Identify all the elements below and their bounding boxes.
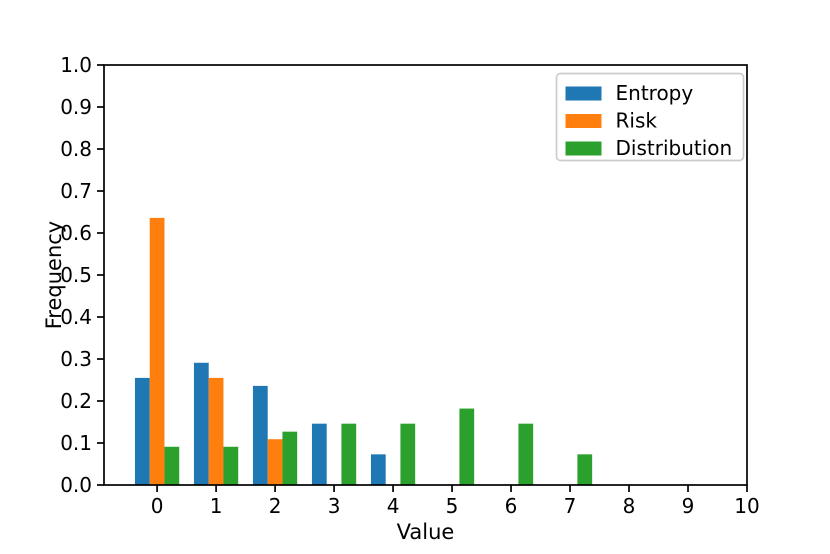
y-tick-label: 0.1 bbox=[60, 431, 92, 455]
y-axis-label: Frequency bbox=[42, 221, 66, 330]
legend-label-entropy: Entropy bbox=[616, 81, 694, 105]
bar-distribution-x1 bbox=[223, 446, 239, 485]
legend-swatch-distribution bbox=[565, 141, 602, 156]
y-tick-label: 0.6 bbox=[60, 221, 92, 245]
bar-distribution-x2 bbox=[282, 431, 298, 485]
legend-swatch-entropy bbox=[565, 86, 602, 101]
x-tick-label: 8 bbox=[623, 494, 636, 518]
legend-frame bbox=[555, 72, 745, 162]
x-tick-label: 2 bbox=[269, 494, 282, 518]
bar-entropy-x3 bbox=[311, 423, 327, 485]
x-tick-label: 1 bbox=[210, 494, 223, 518]
bar-distribution-x5 bbox=[459, 408, 475, 485]
x-tick-label: 7 bbox=[564, 494, 577, 518]
y-tick-label: 0.0 bbox=[60, 473, 92, 497]
bar-entropy-x4 bbox=[370, 454, 386, 485]
x-tick-label: 5 bbox=[446, 494, 459, 518]
y-tick-label: 0.7 bbox=[60, 179, 92, 203]
y-tick-label: 0.3 bbox=[60, 347, 92, 371]
bar-entropy-x1 bbox=[193, 362, 209, 485]
legend-label-distribution: Distribution bbox=[616, 136, 733, 160]
y-tick-label: 0.8 bbox=[60, 137, 92, 161]
bar-risk-x2 bbox=[267, 439, 283, 485]
bar-distribution-x0 bbox=[164, 446, 180, 485]
y-tick-label: 1.0 bbox=[60, 53, 92, 77]
y-tick-label: 0.2 bbox=[60, 389, 92, 413]
y-axis: 0.0 0.1 0.2 0.3 0.4 0.5 0.6 0.7 0.8 0.9 1.0 bbox=[60, 53, 104, 497]
legend-label-risk: Risk bbox=[616, 109, 658, 133]
bar-distribution-x3 bbox=[341, 423, 357, 485]
x-tick-label: 0 bbox=[151, 494, 164, 518]
x-axis-label: Value bbox=[397, 520, 455, 544]
legend-swatch-risk bbox=[565, 114, 602, 128]
bar-distribution-x6 bbox=[518, 423, 534, 485]
y-tick-label: 0.9 bbox=[60, 95, 92, 119]
y-tick-label: 0.4 bbox=[60, 305, 92, 329]
bar-entropy-x2 bbox=[252, 385, 268, 485]
x-tick-label: 10 bbox=[734, 494, 759, 518]
legend: Entropy Risk Distribution bbox=[555, 72, 745, 162]
bar-distribution-x7 bbox=[577, 454, 593, 485]
bar-risk-x0 bbox=[149, 217, 165, 485]
x-axis: 0 1 2 3 4 5 6 7 8 9 10 bbox=[151, 485, 760, 518]
bar-distribution-x4 bbox=[400, 423, 416, 485]
bars-layer bbox=[134, 217, 593, 485]
bar-risk-x1 bbox=[208, 377, 224, 485]
bar-entropy-x0 bbox=[134, 377, 150, 485]
x-tick-label: 4 bbox=[387, 494, 400, 518]
x-tick-label: 9 bbox=[682, 494, 695, 518]
x-tick-label: 6 bbox=[505, 494, 518, 518]
x-tick-label: 3 bbox=[328, 494, 341, 518]
y-tick-label: 0.5 bbox=[60, 263, 92, 287]
